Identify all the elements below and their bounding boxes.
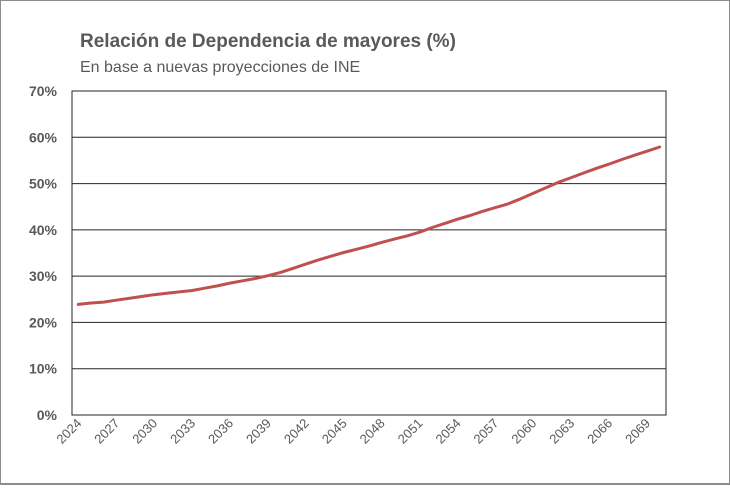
x-tick-label: 2063 (546, 416, 577, 447)
x-tick-label: 2051 (395, 416, 426, 447)
y-tick-label: 70% (29, 83, 58, 99)
y-tick-label: 0% (37, 407, 58, 423)
chart-title: Relación de Dependencia de mayores (%) (80, 31, 456, 52)
y-tick-label: 60% (29, 129, 58, 145)
x-tick-label: 2054 (433, 416, 464, 447)
y-tick-label: 20% (29, 314, 58, 330)
series-line (76, 145, 662, 306)
plot-area (71, 90, 667, 416)
x-tick-label: 2030 (129, 416, 160, 447)
x-tick-label: 2027 (91, 416, 122, 447)
x-tick-label: 2033 (167, 416, 198, 447)
x-tick-label: 2069 (622, 416, 653, 447)
x-tick-label: 2066 (584, 416, 615, 447)
x-tick-label: 2036 (205, 416, 236, 447)
chart-subtitle: En base a nuevas proyecciones de INE (80, 59, 360, 76)
y-tick-label: 10% (29, 361, 58, 377)
x-tick-label: 2042 (281, 416, 312, 447)
x-tick-label: 2024 (53, 416, 84, 447)
y-tick-label: 30% (29, 268, 58, 284)
x-tick-label: 2060 (508, 416, 539, 447)
y-tick-label: 40% (29, 222, 58, 238)
x-tick-label: 2057 (470, 416, 501, 447)
x-tick-label: 2048 (357, 416, 388, 447)
y-tick-label: 50% (29, 176, 58, 192)
x-tick-label: 2045 (319, 416, 350, 447)
x-tick-label: 2039 (243, 416, 274, 447)
